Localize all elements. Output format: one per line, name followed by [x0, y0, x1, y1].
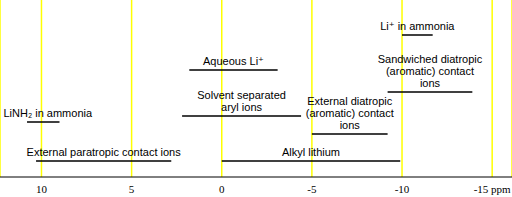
svg-text:LiNH₂ in ammonia: LiNH₂ in ammonia [8, 107, 93, 119]
svg-text:Aqueous Li⁺: Aqueous Li⁺ [203, 55, 264, 67]
svg-text:-15 ppm: -15 ppm [474, 183, 504, 195]
svg-text:10: 10 [36, 183, 48, 195]
svg-text:External diatropic(aromatic) c: External diatropic(aromatic) contactions [306, 95, 394, 131]
svg-text:Li⁺ in ammonia: Li⁺ in ammonia [380, 20, 455, 32]
svg-text:External paratropic contact io: External paratropic contact ions [27, 146, 182, 158]
svg-text:-10: -10 [395, 183, 410, 195]
svg-text:0: 0 [219, 183, 225, 195]
svg-text:Sandwiched diatropic(aromatic): Sandwiched diatropic(aromatic) contactio… [378, 53, 483, 89]
svg-text:Solvent separatedaryl ions: Solvent separatedaryl ions [197, 89, 286, 113]
svg-text:Alkyl lithium: Alkyl lithium [282, 146, 340, 158]
svg-text:-5: -5 [307, 183, 317, 195]
svg-text:5: 5 [129, 183, 135, 195]
